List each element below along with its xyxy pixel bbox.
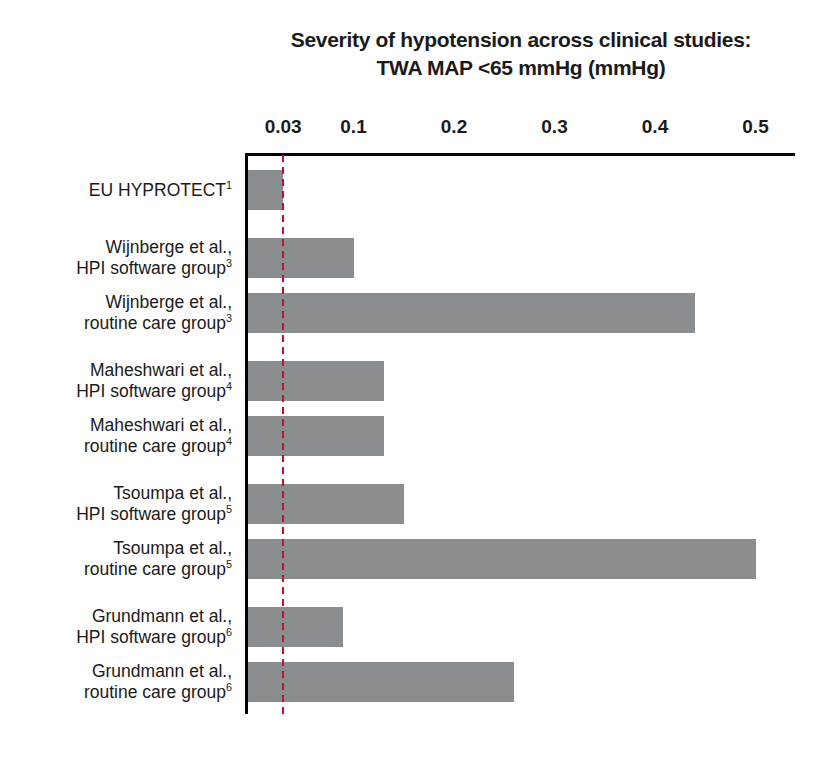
tick-label: 0.5 bbox=[742, 116, 768, 138]
row-label-line: Tsoumpa et al., bbox=[113, 538, 232, 558]
tick-label: 0.03 bbox=[265, 116, 302, 138]
reference-superscript: 4 bbox=[226, 435, 232, 447]
row-label-line: routine care group bbox=[84, 559, 226, 579]
row-label-line: Maheshwari et al., bbox=[90, 360, 232, 380]
row-label: EU HYPROTECT1 bbox=[0, 180, 232, 201]
row-label: Grundmann et al.,HPI software group6 bbox=[0, 606, 232, 648]
tick-label: 0.4 bbox=[642, 116, 668, 138]
row-label-line: Wijnberge et al., bbox=[106, 292, 232, 312]
reference-superscript: 3 bbox=[226, 312, 232, 324]
bar bbox=[248, 361, 384, 401]
row-label: Tsoumpa et al.,HPI software group5 bbox=[0, 483, 232, 525]
reference-superscript: 4 bbox=[226, 380, 232, 392]
row-label-line: HPI software group bbox=[76, 381, 226, 401]
row-label-line: Grundmann et al., bbox=[92, 661, 232, 681]
row-label-line: Wijnberge et al., bbox=[106, 237, 232, 257]
row-label-line: Grundmann et al., bbox=[92, 606, 232, 626]
reference-superscript: 6 bbox=[226, 681, 232, 693]
bar bbox=[248, 293, 695, 333]
chart-title: Severity of hypotension across clinical … bbox=[221, 26, 821, 82]
row-label-line: HPI software group bbox=[76, 258, 226, 278]
bar bbox=[248, 170, 283, 210]
row-label-line: routine care group bbox=[84, 313, 226, 333]
bar bbox=[248, 662, 514, 702]
bar bbox=[248, 416, 384, 456]
row-label: Grundmann et al.,routine care group6 bbox=[0, 661, 232, 703]
reference-superscript: 6 bbox=[226, 626, 232, 638]
row-label-line: Maheshwari et al., bbox=[90, 415, 232, 435]
reference-line bbox=[282, 155, 284, 718]
bar bbox=[248, 607, 343, 647]
bar bbox=[248, 539, 756, 579]
row-label-line: HPI software group bbox=[76, 627, 226, 647]
row-label-line: EU HYPROTECT bbox=[89, 180, 226, 200]
row-label: Wijnberge et al.,HPI software group3 bbox=[0, 237, 232, 279]
row-label-line: routine care group bbox=[84, 682, 226, 702]
chart-container: Severity of hypotension across clinical … bbox=[0, 0, 828, 758]
y-axis-category-labels: EU HYPROTECT1Wijnberge et al.,HPI softwa… bbox=[0, 0, 232, 758]
row-label: Wijnberge et al.,routine care group3 bbox=[0, 292, 232, 334]
bar bbox=[248, 238, 354, 278]
row-label: Tsoumpa et al.,routine care group5 bbox=[0, 538, 232, 580]
row-label: Maheshwari et al.,HPI software group4 bbox=[0, 360, 232, 402]
row-label-line: routine care group bbox=[84, 436, 226, 456]
reference-superscript: 3 bbox=[226, 257, 232, 269]
tick-label: 0.2 bbox=[441, 116, 467, 138]
chart-title-line1: Severity of hypotension across clinical … bbox=[221, 26, 821, 54]
row-label-line: Tsoumpa et al., bbox=[113, 483, 232, 503]
tick-label: 0.1 bbox=[340, 116, 366, 138]
row-label: Maheshwari et al.,routine care group4 bbox=[0, 415, 232, 457]
bar bbox=[248, 484, 404, 524]
reference-superscript: 5 bbox=[226, 503, 232, 515]
plot-area bbox=[245, 153, 795, 714]
reference-superscript: 5 bbox=[226, 558, 232, 570]
tick-label: 0.3 bbox=[541, 116, 567, 138]
row-label-line: HPI software group bbox=[76, 504, 226, 524]
reference-superscript: 1 bbox=[226, 179, 232, 191]
chart-title-line2: TWA MAP <65 mmHg (mmHg) bbox=[221, 54, 821, 82]
